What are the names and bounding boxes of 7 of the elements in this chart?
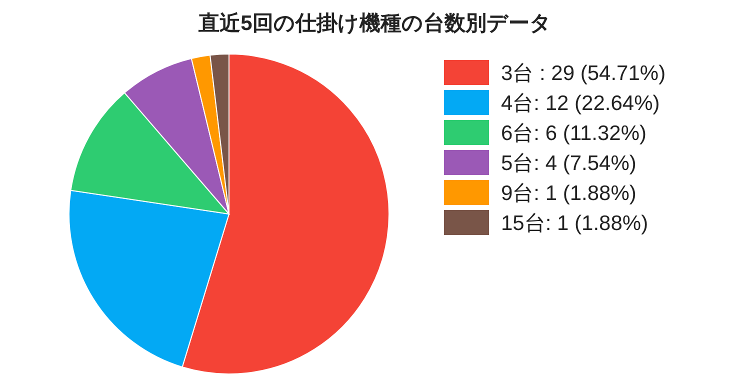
legend-label: 3台 : 29 (54.71%) bbox=[501, 62, 666, 85]
legend-label: 4台: 12 (22.64%) bbox=[501, 92, 660, 115]
chart-title: 直近5回の仕掛け機種の台数別データ bbox=[198, 12, 552, 35]
legend-label: 6台: 6 (11.32%) bbox=[501, 122, 647, 145]
legend-label: 9台: 1 (1.88%) bbox=[501, 182, 636, 205]
legend-label: 5台: 4 (7.54%) bbox=[501, 152, 636, 175]
legend-label: 15台: 1 (1.88%) bbox=[501, 212, 648, 235]
